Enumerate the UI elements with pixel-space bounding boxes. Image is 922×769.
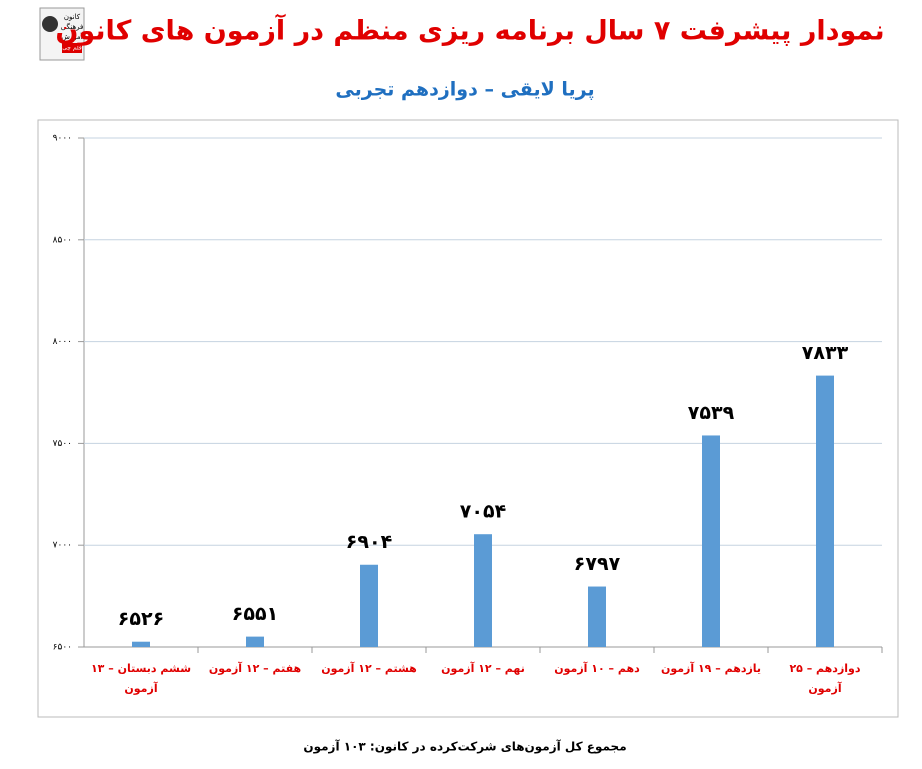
bar — [702, 435, 720, 647]
chart-subtitle: پریا لایقی – دوازدهم تجربی — [335, 79, 594, 101]
y-tick-label: ۷۵۰۰ — [53, 439, 72, 449]
data-label: ۶۹۰۴ — [346, 531, 392, 553]
x-tick-label: نهم – ۱۲ آزمون — [441, 662, 525, 675]
y-tick-label: ۶۵۰۰ — [53, 643, 72, 653]
x-tick-label: هشتم – ۱۲ آزمون — [321, 662, 417, 675]
bar — [816, 375, 834, 647]
data-label: ۷۸۳۳ — [802, 342, 849, 364]
bar — [588, 586, 606, 647]
y-tick-label: ۷۰۰۰ — [53, 541, 72, 551]
x-tick-label: دهم – ۱۰ آزمون — [554, 662, 640, 675]
logo-text: کانون — [64, 13, 81, 21]
x-tick-label: هفتم – ۱۲ آزمون — [208, 662, 302, 675]
data-label: ۷۵۳۹ — [688, 402, 735, 424]
x-tick-label: دوازدهم – ۲۵ آزمون — [789, 662, 861, 695]
x-tick-label: یازدهم – ۱۹ آزمون — [660, 662, 762, 675]
logo-icon — [42, 16, 58, 32]
bar — [360, 564, 378, 647]
footer: مجموع کل آزمون‌های شرکت‌کرده در کانون: ۱… — [303, 739, 626, 755]
logo-tag — [62, 43, 82, 53]
data-label: ۶۷۹۷ — [574, 553, 621, 575]
logo-text: آموزش — [61, 32, 83, 41]
y-tick-label: ۸۵۰۰ — [53, 235, 72, 245]
chart-title: نمودار پیشرفت ۷ سال برنامه ریزی منظم در … — [55, 14, 884, 47]
data-label: ۶۵۲۶ — [118, 608, 164, 630]
logo-text: فرهنگی — [61, 22, 84, 31]
data-label: ۶۵۵۱ — [232, 603, 278, 625]
y-tick-label: ۹۰۰۰ — [53, 134, 72, 144]
y-tick-label: ۸۰۰۰ — [53, 337, 72, 347]
bar — [474, 534, 492, 647]
logo-text: قلم چی — [62, 45, 82, 52]
data-label: ۷۰۵۴ — [460, 501, 506, 523]
chart-frame — [37, 119, 899, 718]
bar — [246, 636, 264, 647]
x-tick-label: ششم دبستان – ۱۳ آزمون — [90, 662, 192, 695]
bar — [132, 641, 150, 647]
